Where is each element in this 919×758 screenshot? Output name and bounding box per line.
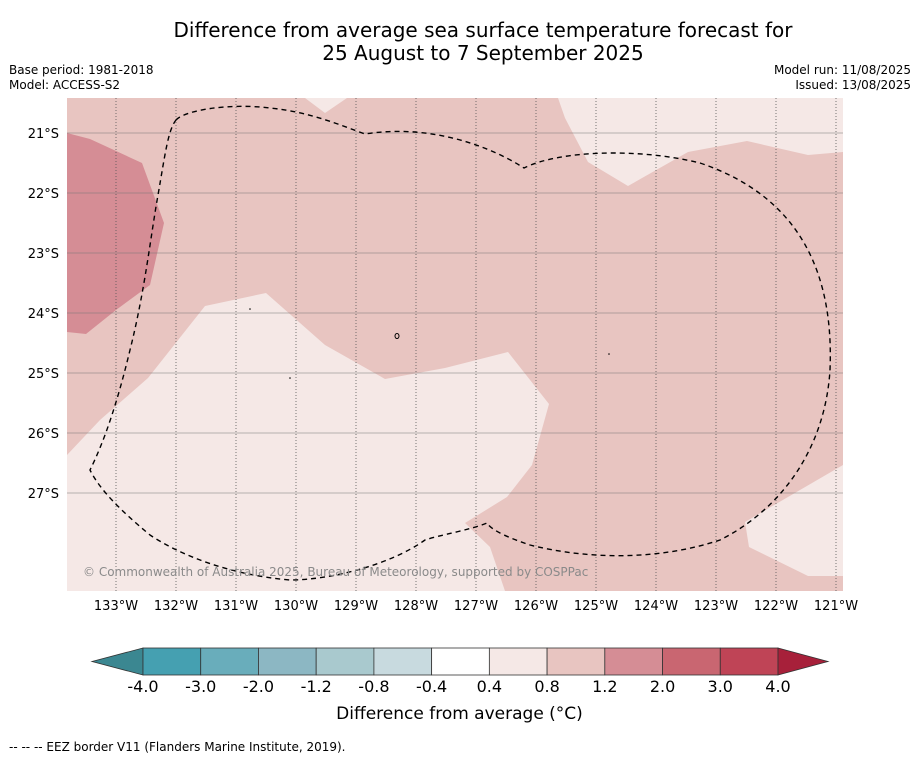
colorbar-segment (546, 647, 606, 676)
colorbar-tick-label: -0.4 (416, 677, 447, 696)
anomaly-region-0.4-0.8-north (305, 98, 347, 113)
lon-label: 132°W (154, 599, 198, 614)
eez-border (89, 105, 831, 581)
colorbar-extend-high (777, 647, 830, 676)
longitude-labels: 133°W 132°W 131°W 130°W 129°W 128°W 127°… (94, 599, 858, 614)
colorbar-segment (719, 647, 779, 676)
latitude-labels: 21°S 22°S 23°S 24°S 25°S 26°S 27°S (28, 127, 59, 502)
colorbar-tick-label: -0.8 (358, 677, 389, 696)
colorbar-segment (662, 647, 721, 676)
lat-label: 21°S (28, 127, 59, 142)
colorbar-tick-label: 0.4 (477, 677, 502, 696)
lat-label: 24°S (28, 307, 59, 322)
map-area (67, 98, 843, 591)
eez-legend-note: -- -- -- EEZ border V11 (Flanders Marine… (9, 740, 346, 754)
colorbar-segment (604, 647, 663, 676)
lon-label: 124°W (634, 599, 678, 614)
colorbar-segment (142, 647, 202, 676)
model-name: Model: ACCESS-S2 (9, 78, 121, 92)
lat-label: 23°S (28, 247, 59, 262)
colorbar-tick-label: -1.2 (301, 677, 332, 696)
lon-label: 130°W (274, 599, 318, 614)
island-marker (289, 377, 291, 379)
colorbar: -4.0 -3.0 -2.0 -1.2 -0.8 -0.4 0.4 0.8 1.2 2.0 3.0 4… (90, 647, 830, 696)
lon-label: 133°W (94, 599, 138, 614)
colorbar-segment (258, 647, 317, 676)
lat-label: 22°S (28, 187, 59, 202)
lat-label: 26°S (28, 427, 59, 442)
lon-label: 126°W (514, 599, 558, 614)
map-title-line-1: Difference from average sea surface temp… (173, 18, 793, 42)
meta-right: Model run: 11/08/2025 Issued: 13/08/2025 (774, 63, 911, 93)
lon-label: 121°W (814, 599, 858, 614)
copyright-notice: © Commonwealth of Australia 2025, Bureau… (83, 565, 589, 579)
island-marker (394, 333, 400, 339)
issued-date: Issued: 13/08/2025 (795, 78, 911, 92)
colorbar-segment (431, 647, 490, 676)
meta-left: Base period: 1981-2018 Model: ACCESS-S2 (9, 63, 154, 93)
base-period: Base period: 1981-2018 (9, 63, 154, 77)
colorbar-tick-label: 0.8 (534, 677, 559, 696)
lat-label: 27°S (28, 487, 59, 502)
model-run: Model run: 11/08/2025 (773, 63, 911, 77)
lon-label: 123°W (694, 599, 738, 614)
colorbar-label: Difference from average (°C) (336, 704, 583, 724)
map-title-line-2: 25 August to 7 September 2025 (322, 41, 644, 65)
colorbar-segment (488, 647, 548, 676)
lat-label: 25°S (28, 367, 59, 382)
colorbar-extend-low (90, 647, 144, 676)
colorbar-tick-label: 2.0 (650, 677, 675, 696)
colorbar-tick-label: 4.0 (765, 677, 790, 696)
lon-label: 129°W (334, 599, 378, 614)
lon-label: 128°W (394, 599, 438, 614)
lon-label: 131°W (214, 599, 258, 614)
colorbar-tick-label: -3.0 (185, 677, 216, 696)
colorbar-tick-label: -4.0 (127, 677, 158, 696)
island-marker (608, 353, 610, 355)
latitude-lines (67, 132, 843, 494)
anomaly-region-1.2-2.0 (67, 133, 164, 334)
lon-label: 127°W (454, 599, 498, 614)
anomaly-region-0.4-0.8-northeast (558, 98, 843, 186)
colorbar-segment (200, 647, 259, 676)
island-marker (249, 308, 251, 310)
colorbar-segment (315, 647, 375, 676)
anomaly-region-0.4-0.8-southwest (67, 293, 549, 591)
colorbar-tick-label: 3.0 (708, 677, 733, 696)
lon-label: 125°W (574, 599, 618, 614)
colorbar-tick-label: 1.2 (592, 677, 617, 696)
colorbar-tick-label: -2.0 (243, 677, 274, 696)
colorbar-segment (373, 647, 433, 676)
lon-label: 122°W (754, 599, 798, 614)
gridlines (115, 98, 837, 591)
sst-anomaly-map: 21°S 22°S 23°S 24°S 25°S 26°S 27°S 133°W… (28, 98, 858, 696)
